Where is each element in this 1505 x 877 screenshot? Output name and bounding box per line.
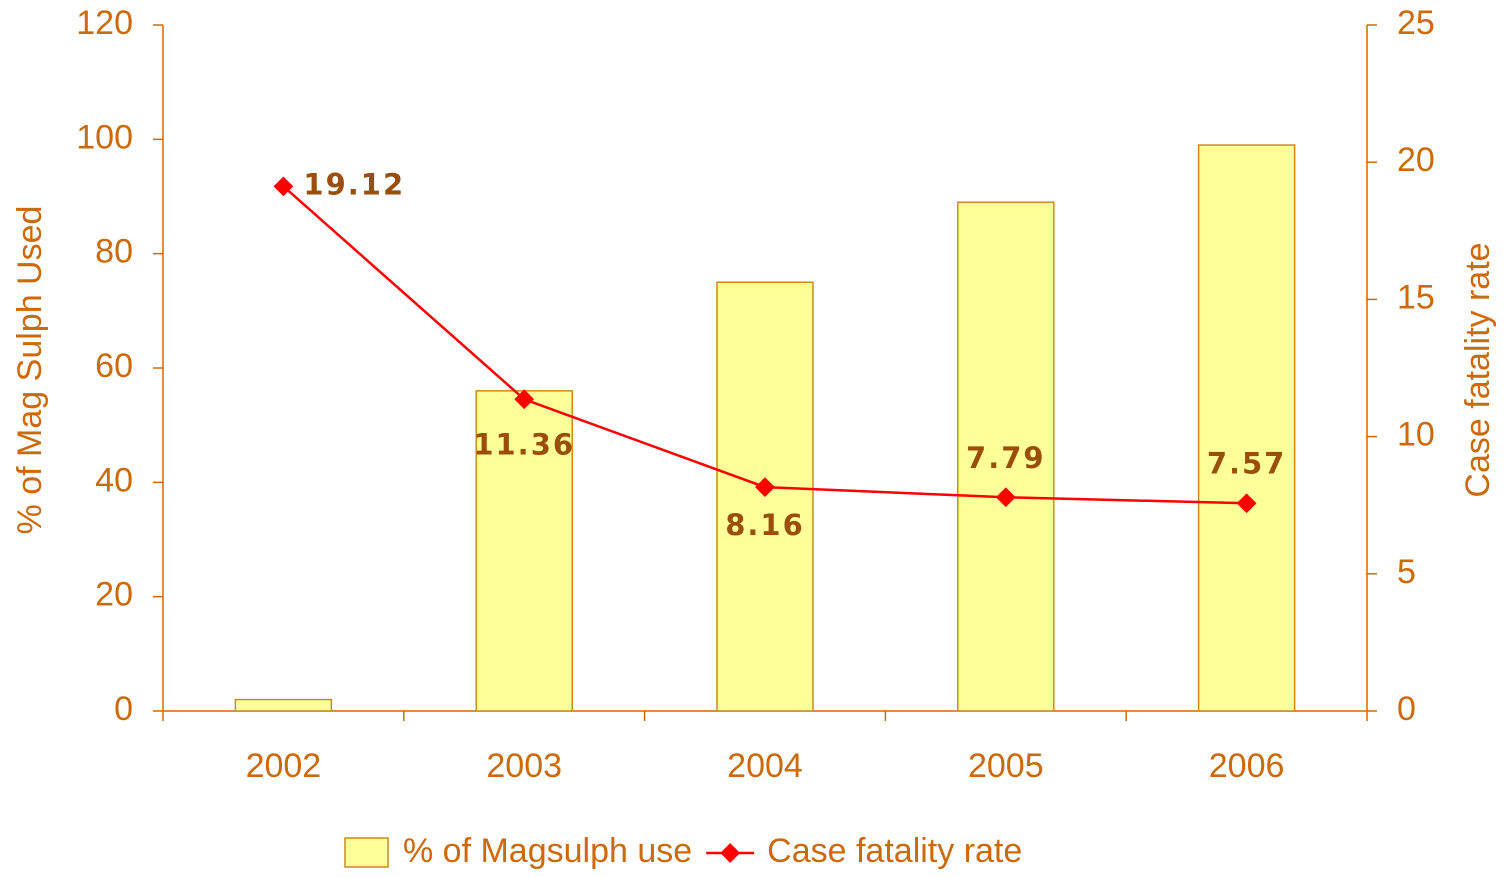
y2-tick-label: 0 [1397,690,1416,728]
y2-tick-label: 10 [1397,416,1435,454]
y-tick-label: 120 [76,4,133,42]
data-label: 7.79 [966,441,1046,475]
y2-tick-label: 15 [1397,278,1435,316]
data-label: 19.12 [303,167,405,201]
x-tick-label: 2004 [727,747,803,785]
legend-swatch [344,837,389,868]
legend-label: Case fatality rate [767,832,1022,870]
bar [716,281,814,712]
x-tick-label: 2005 [968,747,1044,785]
bar [475,390,573,712]
data-label: 7.57 [1207,446,1287,480]
y-axis-title: % of Mag Sulph Used [11,206,49,535]
bar [234,698,333,712]
y-tick-label: 60 [95,347,133,385]
data-label: 11.36 [473,427,575,461]
data-label: 8.16 [725,508,805,542]
bar [957,201,1055,712]
marker [514,389,535,410]
y2-tick-label: 20 [1397,141,1435,179]
legend-marker [720,843,741,863]
x-tick-label: 2006 [1209,747,1285,785]
x-tick-label: 2002 [246,747,322,785]
marker [273,176,294,197]
y2-tick-label: 25 [1397,4,1435,42]
y2-axis-title: Case fatality rate [1459,242,1497,497]
x-tick-label: 2003 [486,747,562,785]
legend-label: % of Magsulph use [403,832,692,870]
y-tick-label: 0 [114,690,133,728]
y2-tick-label: 5 [1397,553,1416,591]
marker [995,487,1016,508]
y-tick-label: 40 [95,461,133,499]
marker [755,477,775,497]
marker [1236,493,1257,514]
y-tick-label: 80 [95,233,133,271]
y-tick-label: 100 [76,118,133,156]
bar [1197,144,1296,712]
y-tick-label: 20 [95,576,133,614]
